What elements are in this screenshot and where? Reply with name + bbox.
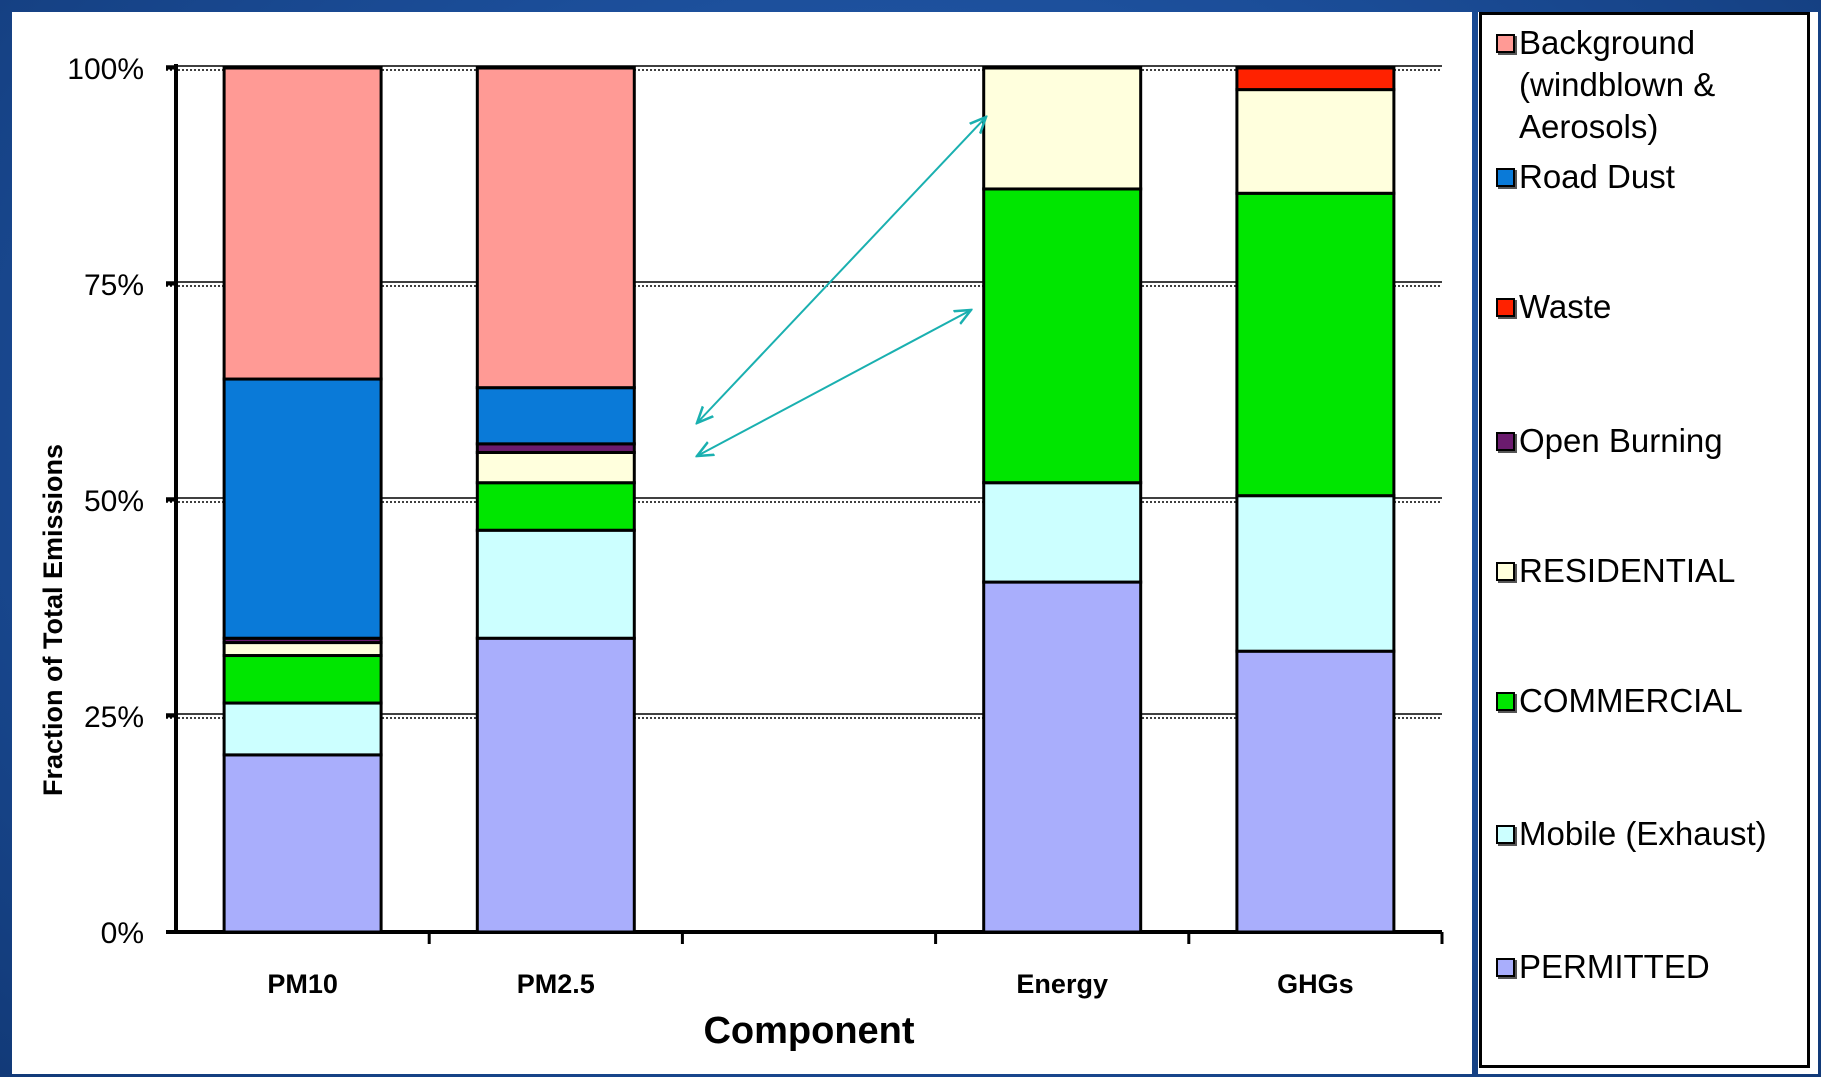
y-tick-label: 0% xyxy=(101,917,144,950)
legend-label: Background (windblown & Aerosols) xyxy=(1519,24,1716,145)
bar-segment-PM2.5-mobile xyxy=(475,528,636,640)
y-tick-label: 25% xyxy=(84,701,144,734)
bar-segment-GHGs-residential xyxy=(1235,88,1396,195)
stacked-bar-chart: 0% 25% 50% 75% 100% PM10 PM2.5 Energy GHGs Compon… xyxy=(38,53,1444,1052)
legend-swatch xyxy=(1496,562,1515,581)
legend-label: RESIDENTIAL xyxy=(1519,552,1736,589)
legend-swatch xyxy=(1496,298,1515,317)
bar-segment-PM10-commercial xyxy=(222,654,383,705)
bar-segment-GHGs-mobile xyxy=(1235,494,1396,653)
x-axis-title: Component xyxy=(703,1010,914,1052)
legend-swatch xyxy=(1496,825,1515,844)
bar-segment-GHGs-waste xyxy=(1235,66,1396,92)
legend-label: COMMERCIAL xyxy=(1519,682,1743,719)
y-tick-label: 75% xyxy=(84,269,144,302)
legend: Background (windblown & Aerosols) Road Du… xyxy=(1479,12,1810,1068)
bar-segment-Energy-commercial xyxy=(982,187,1143,485)
legend-item: Open Burning xyxy=(1496,420,1806,462)
legend-item: Waste xyxy=(1496,286,1806,328)
y-axis-title: Fraction of Total Emissions xyxy=(38,444,68,796)
legend-item: Road Dust xyxy=(1496,156,1806,198)
legend-swatch xyxy=(1496,34,1515,53)
bar-segment-PM2.5-permitted xyxy=(475,636,636,934)
bar-segment-PM10-mobile xyxy=(222,701,383,757)
bar-segment-PM2.5-background xyxy=(475,66,636,390)
legend-label: Waste xyxy=(1519,288,1612,325)
bar-segment-PM2.5-residential xyxy=(475,450,636,485)
bar-segment-GHGs-permitted xyxy=(1235,649,1396,934)
legend-item: COMMERCIAL xyxy=(1496,680,1806,722)
legend-swatch xyxy=(1496,958,1515,977)
legend-panel: Background (windblown & Aerosols) Road Du… xyxy=(1478,12,1818,1074)
legend-label: Open Burning xyxy=(1519,422,1723,459)
legend-label: PERMITTED xyxy=(1519,948,1710,985)
legend-item: RESIDENTIAL xyxy=(1496,550,1806,592)
annotation-arrow-1 xyxy=(697,117,986,423)
legend-swatch xyxy=(1496,432,1515,451)
bar-segment-PM2.5-road xyxy=(475,386,636,446)
bar-segment-Energy-permitted xyxy=(982,580,1143,934)
bar-segment-Energy-mobile xyxy=(982,481,1143,584)
bar-segment-PM10-background xyxy=(222,66,383,381)
legend-item: PERMITTED xyxy=(1496,946,1806,988)
legend-swatch xyxy=(1496,692,1515,711)
legend-label: Road Dust xyxy=(1519,158,1675,195)
bar-segment-PM10-residential xyxy=(222,641,383,658)
bar-segment-GHGs-commercial xyxy=(1235,191,1396,498)
bar-segment-PM10-road xyxy=(222,377,383,640)
x-tick-label: Energy xyxy=(1016,969,1108,999)
x-tick-label: PM10 xyxy=(267,969,338,999)
bar-segment-Energy-residential xyxy=(982,66,1143,191)
legend-item: Background (windblown & Aerosols) xyxy=(1496,22,1806,148)
bar-segment-PM10-permitted xyxy=(222,753,383,934)
legend-swatch xyxy=(1496,168,1515,187)
bar-segment-PM2.5-commercial xyxy=(475,481,636,532)
x-tick-label: PM2.5 xyxy=(517,969,595,999)
annotation-arrow-2 xyxy=(697,310,971,456)
legend-label: Mobile (Exhaust) xyxy=(1519,815,1767,852)
legend-item: Mobile (Exhaust) xyxy=(1496,813,1806,855)
y-tick-label: 100% xyxy=(67,53,144,86)
x-tick-label: GHGs xyxy=(1277,969,1354,999)
y-tick-label: 50% xyxy=(84,485,144,518)
